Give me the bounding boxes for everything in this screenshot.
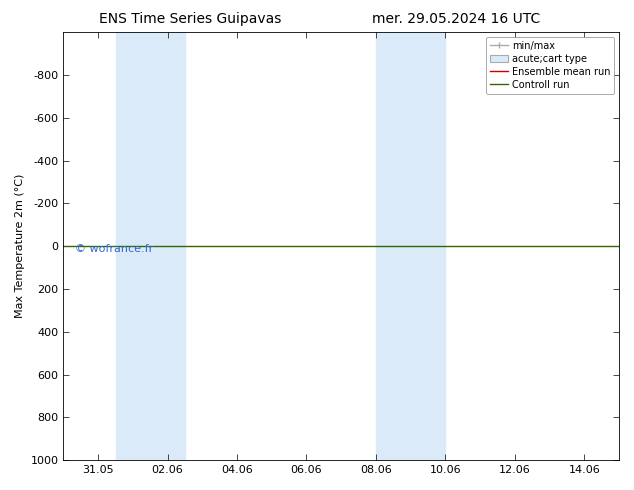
Text: ENS Time Series Guipavas: ENS Time Series Guipavas xyxy=(99,12,281,26)
Bar xyxy=(376,32,445,460)
Y-axis label: Max Temperature 2m (°C): Max Temperature 2m (°C) xyxy=(15,174,25,318)
Text: mer. 29.05.2024 16 UTC: mer. 29.05.2024 16 UTC xyxy=(372,12,541,26)
Bar xyxy=(115,32,185,460)
Legend: min/max, acute;cart type, Ensemble mean run, Controll run: min/max, acute;cart type, Ensemble mean … xyxy=(486,37,614,94)
Text: © wofrance.fr: © wofrance.fr xyxy=(75,244,153,254)
